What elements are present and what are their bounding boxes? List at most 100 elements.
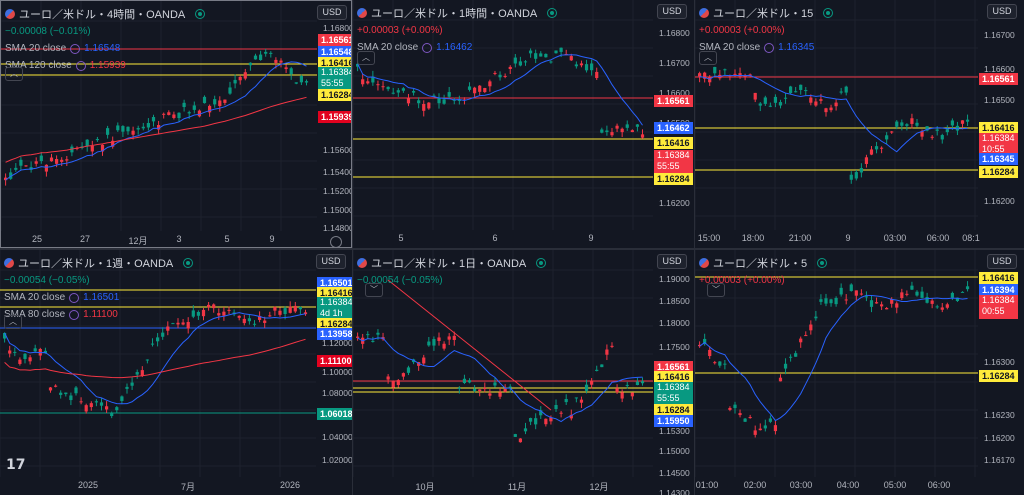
price-label[interactable]: 1.16384 55:55 xyxy=(318,67,351,91)
candle-body xyxy=(478,85,482,92)
candles-canvas[interactable] xyxy=(695,0,978,230)
currency-selector[interactable]: USD xyxy=(317,5,347,20)
candle-body xyxy=(150,343,155,345)
indicator-settings-icon[interactable] xyxy=(764,42,775,53)
price-label[interactable]: 1.16284 xyxy=(979,166,1018,178)
price-label[interactable]: 1.16284 xyxy=(654,173,693,185)
price-label-text: 1.16416 xyxy=(982,123,1015,133)
settings-gear-icon[interactable] xyxy=(330,236,342,247)
price-label[interactable]: 1.16284 xyxy=(318,89,351,101)
chart-pane-15m[interactable]: ユーロ／米ドル・15 +0.00003 (+0.00%) SMA 20 close 1… xyxy=(695,0,1024,248)
chevron-down-icon[interactable]: ﹀ xyxy=(365,283,383,297)
price-label[interactable]: 1.16416 xyxy=(979,122,1018,134)
indicator-legend[interactable]: SMA 120 close 1.15939 xyxy=(5,60,205,71)
price-label[interactable]: 1.16561 xyxy=(654,361,693,373)
pane-divider[interactable] xyxy=(352,0,353,495)
indicator-legend[interactable]: SMA 20 close 1.16462 xyxy=(357,42,557,53)
price-label[interactable]: 1.16384 4d 1h xyxy=(317,297,352,321)
price-label[interactable]: 1.16384 55:55 xyxy=(654,150,693,174)
indicator-settings-icon[interactable] xyxy=(69,292,80,303)
price-label[interactable]: 1.16394 xyxy=(979,284,1018,296)
legend: ユーロ／米ドル・15 +0.00003 (+0.00%) SMA 20 close 1… xyxy=(699,5,834,53)
candles-canvas[interactable] xyxy=(695,250,978,478)
price-label-text: 1.16561 xyxy=(321,35,352,45)
price-label[interactable]: 1.16384 55:55 xyxy=(654,382,693,406)
price-label[interactable]: 1.16561 xyxy=(979,73,1018,85)
candle-body xyxy=(748,417,752,419)
symbol-title[interactable]: ユーロ／米ドル・1週・OANDA xyxy=(18,258,174,270)
candle-body xyxy=(844,299,848,301)
currency-selector[interactable]: USD xyxy=(987,4,1017,19)
candle-body xyxy=(85,139,89,146)
chart-pane-5m[interactable]: ユーロ／米ドル・5+0.00003 (+0.00%) ﹀ USD 1.16450… xyxy=(695,250,1024,495)
candles-canvas[interactable] xyxy=(0,250,316,478)
candle-body xyxy=(935,306,939,308)
price-label[interactable]: 1.16561 xyxy=(654,95,693,107)
currency-selector[interactable]: USD xyxy=(657,254,687,269)
candles-canvas[interactable] xyxy=(353,0,653,230)
price-label[interactable]: 1.16416 xyxy=(654,137,693,149)
price-label[interactable]: 1.16561 xyxy=(318,34,352,46)
price-label[interactable]: 1.15939 xyxy=(318,111,351,123)
price-label[interactable]: 1.16501 xyxy=(317,277,352,289)
candle-body xyxy=(457,387,461,389)
candle-body xyxy=(513,434,517,437)
indicator-legend[interactable]: SMA 20 close 1.16548 xyxy=(5,43,205,54)
candle-body xyxy=(753,92,757,100)
price-label[interactable]: 1.16416 xyxy=(654,371,693,383)
chart-pane-1h[interactable]: ユーロ／米ドル・1時間・OANDA +0.00003 (+0.00%) SMA 20… xyxy=(353,0,694,248)
price-label[interactable]: 1.06018 xyxy=(317,408,352,420)
price-label[interactable]: 1.16284 xyxy=(979,370,1018,382)
chart-pane-1w[interactable]: ユーロ／米ドル・1週・OANDA −0.00054 (−0.05%) SMA 20 … xyxy=(0,250,352,495)
symbol-title[interactable]: ユーロ／米ドル・5 xyxy=(713,258,808,270)
price-label[interactable]: 1.16345 xyxy=(979,153,1018,165)
chart-pane-1d[interactable]: ユーロ／米ドル・1日・OANDA −0.00054 (−0.05%) ﹀ USD … xyxy=(353,250,694,495)
candle-body xyxy=(554,50,558,54)
price-label[interactable]: 1.16416 xyxy=(979,272,1018,284)
currency-selector[interactable]: USD xyxy=(657,4,687,19)
price-label[interactable]: 1.16548 xyxy=(318,46,351,58)
chevron-up-icon[interactable]: ︿ xyxy=(357,51,375,65)
sma-line-red xyxy=(4,338,306,379)
price-label[interactable]: 1.16416 xyxy=(318,57,351,69)
pane-divider[interactable] xyxy=(694,0,695,495)
currency-selector[interactable]: USD xyxy=(987,254,1017,269)
indicator-settings-icon[interactable] xyxy=(70,43,81,54)
symbol-title[interactable]: ユーロ／米ドル・15 xyxy=(713,8,814,20)
chart-pane-4h[interactable]: ユーロ／米ドル・4時間・OANDA −0.00008 (−0.01%) SMA 20… xyxy=(0,0,352,248)
price-label[interactable]: 1.16416 xyxy=(317,287,352,299)
candle-body xyxy=(849,174,853,180)
candle-body xyxy=(208,105,212,113)
price-label[interactable]: 1.15950 xyxy=(654,415,693,427)
price-label[interactable]: 1.16384 00:55 xyxy=(979,295,1018,319)
candle-body xyxy=(518,61,523,66)
symbol-title[interactable]: ユーロ／米ドル・1日・OANDA xyxy=(371,258,527,270)
pane-divider[interactable] xyxy=(0,248,1024,250)
price-label[interactable]: 1.16462 xyxy=(654,122,693,134)
tradingview-logo-icon[interactable]: 17 xyxy=(6,457,26,473)
candle-body xyxy=(544,418,548,425)
candle-body xyxy=(809,324,813,331)
symbol-title[interactable]: ユーロ／米ドル・1時間・OANDA xyxy=(371,8,538,20)
candles-canvas[interactable] xyxy=(353,250,653,478)
candles-canvas[interactable] xyxy=(1,1,317,231)
price-label[interactable]: 1.13958 xyxy=(317,328,352,340)
indicator-legend[interactable]: SMA 20 close 1.16501 xyxy=(4,292,193,303)
indicator-legend[interactable]: SMA 80 close 1.11100 xyxy=(4,309,193,320)
chevron-up-icon[interactable]: ︿ xyxy=(4,315,22,329)
chevron-up-icon[interactable]: ︿ xyxy=(5,67,23,81)
indicator-settings-icon[interactable] xyxy=(422,42,433,53)
candle-body xyxy=(64,392,68,395)
indicator-settings-icon[interactable] xyxy=(75,60,86,71)
indicator-settings-icon[interactable] xyxy=(69,309,80,320)
indicator-legend[interactable]: SMA 20 close 1.16345 xyxy=(699,42,833,53)
price-label[interactable]: 1.11100 xyxy=(317,355,352,367)
chevron-down-icon[interactable]: ﹀ xyxy=(707,283,725,297)
candle-body xyxy=(106,128,110,135)
chevron-up-icon[interactable]: ︿ xyxy=(699,51,717,65)
symbol-title[interactable]: ユーロ／米ドル・4時間・OANDA xyxy=(19,9,186,21)
currency-selector[interactable]: USD xyxy=(316,254,346,269)
candle-body xyxy=(299,76,303,83)
price-label[interactable]: 1.16284 xyxy=(654,404,693,416)
price-label[interactable]: 1.16284 xyxy=(317,318,352,330)
